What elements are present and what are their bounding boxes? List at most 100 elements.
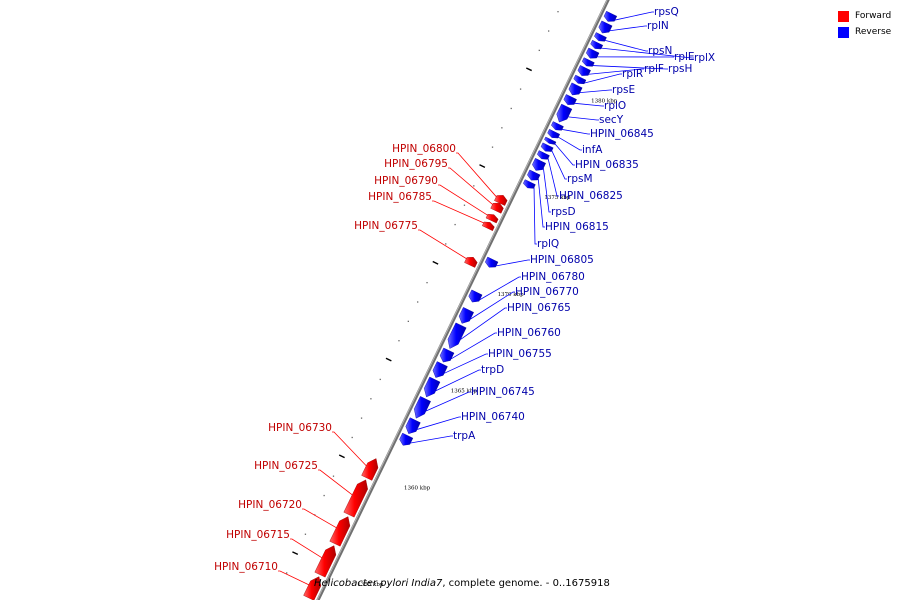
genome-caption: Helicobacter pylori India7, complete gen… xyxy=(314,578,610,589)
gene-hpin-06815[interactable] xyxy=(527,169,541,181)
gene-hpin-06795[interactable] xyxy=(490,202,504,214)
gene-label[interactable]: rpsH xyxy=(668,63,692,75)
gene-rpse[interactable] xyxy=(568,82,583,96)
gene-label[interactable]: HPIN_06785 xyxy=(368,191,432,203)
gene-label[interactable]: HPIN_06815 xyxy=(545,221,609,233)
gene-hpin-06765[interactable] xyxy=(447,322,467,349)
gene-hpin-06835[interactable] xyxy=(544,136,557,145)
leader-line xyxy=(533,187,537,245)
gene-label[interactable]: HPIN_06755 xyxy=(488,348,552,360)
gene-box xyxy=(494,195,508,206)
leader-line xyxy=(574,102,604,107)
gene-label[interactable]: HPIN_06745 xyxy=(471,386,535,398)
legend-reverse-label: Reverse xyxy=(855,27,892,37)
gene-label[interactable]: HPIN_06710 xyxy=(214,561,278,573)
gene-rpsd[interactable] xyxy=(532,158,546,171)
gene-trpa[interactable] xyxy=(399,432,414,446)
gene-box xyxy=(481,221,495,232)
gene-label[interactable]: secY xyxy=(599,114,624,126)
gene-label[interactable]: HPIN_06725 xyxy=(254,460,318,472)
gene-hpin-06780[interactable] xyxy=(468,289,483,303)
gene-label[interactable]: rplF xyxy=(644,63,664,75)
gene-rpsm[interactable] xyxy=(540,142,554,152)
gene-label[interactable]: rplX xyxy=(694,52,715,64)
gene-label[interactable]: rpsQ xyxy=(654,6,679,18)
leader-line xyxy=(416,416,461,430)
gene-label[interactable]: HPIN_06765 xyxy=(507,302,571,314)
gene-label[interactable]: rpsN xyxy=(648,45,672,57)
tick-mark xyxy=(432,260,439,265)
scale-dots xyxy=(286,11,559,574)
gene-hpin-06800[interactable] xyxy=(494,195,508,206)
gene-label[interactable]: rplR xyxy=(622,68,643,80)
gene-label[interactable]: rplO xyxy=(604,100,626,112)
gene-box xyxy=(490,202,504,214)
gene-hpin-06745[interactable] xyxy=(414,396,431,419)
gene-label[interactable]: HPIN_06805 xyxy=(530,254,594,266)
gene-label[interactable]: HPIN_06795 xyxy=(384,158,448,170)
gene-hpin-06720[interactable] xyxy=(329,516,351,547)
gene-label[interactable]: trpA xyxy=(453,430,476,442)
gene-label[interactable]: HPIN_06715 xyxy=(226,529,290,541)
gene-label[interactable]: HPIN_06835 xyxy=(575,159,639,171)
gene-rple[interactable] xyxy=(586,47,600,59)
gene-hpin-06755[interactable] xyxy=(432,361,448,378)
gene-label[interactable]: HPIN_06760 xyxy=(497,327,561,339)
gene-rpsn[interactable] xyxy=(594,32,607,42)
gene-box xyxy=(573,74,587,85)
gene-label[interactable]: HPIN_06740 xyxy=(461,411,525,423)
gene-label[interactable]: HPIN_06800 xyxy=(392,143,456,155)
gene-label[interactable]: rpsM xyxy=(567,173,593,185)
track-line xyxy=(316,0,610,600)
gene-hpin-06790[interactable] xyxy=(485,214,499,224)
gene-box xyxy=(523,179,536,189)
gene-label[interactable]: HPIN_06770 xyxy=(515,286,579,298)
gene-hpin-06845[interactable] xyxy=(551,121,564,131)
gene-rpsh[interactable] xyxy=(581,57,595,67)
gene-secy[interactable] xyxy=(556,103,573,123)
gene-label[interactable]: HPIN_06845 xyxy=(590,128,654,140)
gene-label[interactable]: HPIN_06825 xyxy=(559,190,623,202)
scale-dot xyxy=(557,11,559,13)
gene-hpin-06775[interactable] xyxy=(464,257,478,268)
gene-hpin-06785[interactable] xyxy=(481,221,495,232)
gene-box xyxy=(594,32,607,42)
gene-infa[interactable] xyxy=(547,128,561,139)
gene-hpin-06730[interactable] xyxy=(361,458,379,481)
gene-label[interactable]: HPIN_06790 xyxy=(374,175,438,187)
gene-hpin-06770[interactable] xyxy=(458,307,474,324)
gene-label[interactable]: HPIN_06780 xyxy=(521,271,585,283)
gene-label[interactable]: rpsE xyxy=(612,84,635,96)
gene-hpin-06760[interactable] xyxy=(439,347,455,363)
gene-hpin-06725[interactable] xyxy=(343,479,368,518)
gene-label[interactable]: HPIN_06720 xyxy=(238,499,302,511)
gene-rplo[interactable] xyxy=(563,94,577,105)
scale-dot xyxy=(454,223,456,226)
gene-box xyxy=(458,307,474,324)
scale-dot xyxy=(510,107,512,110)
gene-leader-lines xyxy=(278,11,694,586)
gene-rplx[interactable] xyxy=(590,39,604,50)
gene-rpsq[interactable] xyxy=(603,10,618,22)
gene-trpd[interactable] xyxy=(423,376,441,398)
gene-label[interactable]: HPIN_06775 xyxy=(354,220,418,232)
gene-hpin-06805[interactable] xyxy=(485,256,499,268)
gene-rpln[interactable] xyxy=(598,20,613,34)
leader-line xyxy=(444,353,488,374)
gene-label[interactable]: rplN xyxy=(647,20,669,32)
gene-label[interactable]: HPIN_06730 xyxy=(268,422,332,434)
gene-hpin-06825[interactable] xyxy=(537,150,550,160)
gene-box xyxy=(485,214,499,224)
gene-label[interactable]: rplQ xyxy=(537,238,559,250)
gene-rplq[interactable] xyxy=(523,179,536,189)
gene-rplf[interactable] xyxy=(577,65,591,76)
gene-box xyxy=(468,289,483,303)
gene-label[interactable]: infA xyxy=(582,144,603,156)
gene-hpin-06715[interactable] xyxy=(314,545,337,578)
gene-rplr[interactable] xyxy=(573,74,587,85)
gene-label[interactable]: rpsD xyxy=(551,206,576,218)
gene-label[interactable]: rplE xyxy=(674,51,695,63)
gene-hpin-06740[interactable] xyxy=(405,417,421,434)
gene-label[interactable]: trpD xyxy=(481,364,504,376)
